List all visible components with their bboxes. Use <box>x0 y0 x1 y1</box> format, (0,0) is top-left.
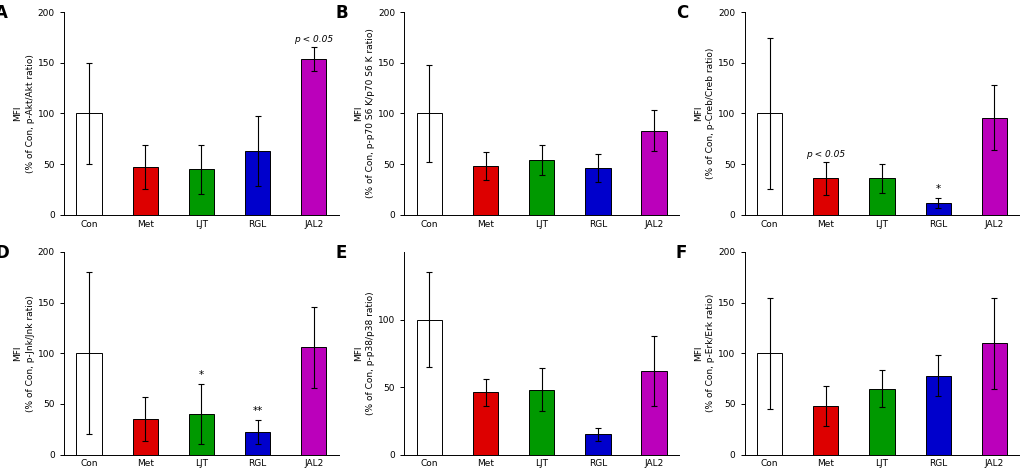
Text: *: * <box>199 370 204 380</box>
Text: E: E <box>335 244 346 262</box>
Y-axis label: MFI
(% of Con, p-p38/p38 ratio): MFI (% of Con, p-p38/p38 ratio) <box>354 292 375 415</box>
Bar <box>245 151 271 215</box>
Y-axis label: MFI
(% of Con, p-Creb/Creb ratio): MFI (% of Con, p-Creb/Creb ratio) <box>694 48 715 179</box>
Bar <box>869 178 895 215</box>
Y-axis label: MFI
(% of Con, p-Jnk/Jnk ratio): MFI (% of Con, p-Jnk/Jnk ratio) <box>13 295 35 412</box>
Text: C: C <box>675 4 688 22</box>
Text: D: D <box>0 244 9 262</box>
Bar <box>926 375 951 455</box>
Bar <box>473 166 498 215</box>
Bar <box>473 392 498 455</box>
Bar <box>926 203 951 215</box>
Bar <box>417 319 442 455</box>
Text: *: * <box>936 183 941 193</box>
Text: A: A <box>0 4 8 22</box>
Bar <box>189 169 214 215</box>
Bar <box>813 406 838 455</box>
Bar <box>642 131 666 215</box>
Bar <box>245 432 271 455</box>
Y-axis label: MFI
(% of Con, p-Akt/Akt ratio): MFI (% of Con, p-Akt/Akt ratio) <box>13 54 35 173</box>
Bar <box>813 178 838 215</box>
Bar <box>417 113 442 215</box>
Bar <box>529 390 555 455</box>
Bar <box>642 371 666 455</box>
Bar <box>77 113 101 215</box>
Bar <box>585 168 611 215</box>
Text: p < 0.05: p < 0.05 <box>294 35 333 44</box>
Text: B: B <box>335 4 348 22</box>
Y-axis label: MFI
(% of Con, p-Erk/Erk ratio): MFI (% of Con, p-Erk/Erk ratio) <box>694 294 715 412</box>
Bar <box>757 113 782 215</box>
Bar <box>189 414 214 455</box>
Bar <box>529 160 555 215</box>
Bar <box>982 118 1007 215</box>
Bar <box>982 343 1007 455</box>
Bar <box>132 167 158 215</box>
Y-axis label: MFI
(% of Con, p-p70 S6 K/p70 S6 K ratio): MFI (% of Con, p-p70 S6 K/p70 S6 K ratio… <box>354 28 375 199</box>
Text: **: ** <box>252 406 262 416</box>
Bar <box>585 434 611 455</box>
Bar <box>132 419 158 455</box>
Bar <box>77 353 101 455</box>
Text: F: F <box>675 244 687 262</box>
Bar <box>301 347 326 455</box>
Text: p < 0.05: p < 0.05 <box>807 150 846 159</box>
Bar <box>757 353 782 455</box>
Bar <box>301 59 326 215</box>
Bar <box>869 389 895 455</box>
